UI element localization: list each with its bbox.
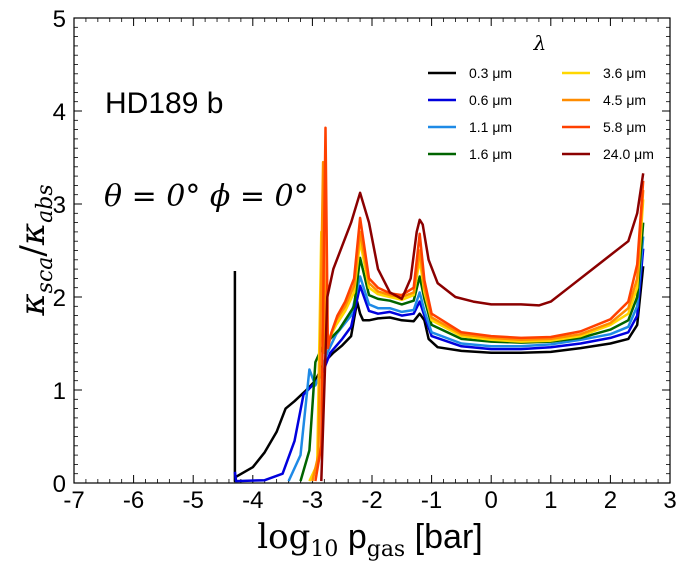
y-tick-label: 3 bbox=[53, 192, 66, 219]
y-tick-label: 1 bbox=[53, 378, 66, 405]
series-line-1 bbox=[233, 266, 645, 483]
plot-frame bbox=[73, 17, 671, 484]
legend-label: 24.0 μm bbox=[603, 146, 654, 162]
legend-label: 4.5 μm bbox=[603, 92, 646, 108]
x-tick-label: 0 bbox=[485, 487, 498, 514]
x-tick-label: -7 bbox=[63, 487, 84, 514]
series-lines bbox=[233, 126, 645, 483]
y-axis-title-kappa2: κ bbox=[13, 223, 53, 246]
x-tick-label: -6 bbox=[123, 487, 144, 514]
series-line-8 bbox=[320, 173, 645, 482]
legend-label: 5.8 μm bbox=[603, 119, 646, 135]
y-axis-title-kappa1: κ bbox=[13, 293, 53, 316]
y-axis-title-sca: sca bbox=[33, 257, 58, 294]
x-axis-title: log10 pgas [bar] bbox=[257, 517, 482, 562]
x-tick-label: -5 bbox=[183, 487, 204, 514]
legend-label: 1.1 μm bbox=[469, 119, 512, 135]
y-tick-label: 4 bbox=[53, 99, 66, 126]
series-line-7 bbox=[314, 126, 645, 482]
x-tick-label: 2 bbox=[604, 487, 617, 514]
x-axis-title-sub: 10 bbox=[310, 537, 338, 562]
angle-annotation: θ = 0° ϕ = 0° bbox=[104, 179, 309, 214]
x-axis-title-unit: [bar] bbox=[405, 518, 482, 556]
minor-ticks bbox=[74, 18, 670, 483]
x-tick-label: -3 bbox=[302, 487, 323, 514]
legend-label: 3.6 μm bbox=[603, 65, 646, 81]
legend-label: 0.6 μm bbox=[469, 92, 512, 108]
legend-label: 1.6 μm bbox=[469, 146, 512, 162]
y-tick-label: 5 bbox=[53, 6, 66, 33]
y-axis-title-abs: abs bbox=[33, 184, 58, 223]
x-axis-title-log: log bbox=[257, 517, 310, 557]
y-axis-title-slash: / bbox=[13, 245, 53, 257]
x-axis-title-p: p bbox=[338, 518, 366, 556]
y-tick-label: 2 bbox=[53, 285, 66, 312]
y-tick-label: 0 bbox=[53, 471, 66, 498]
x-tick-label: -1 bbox=[421, 487, 442, 514]
y-tick-labels: 0 1 2 3 4 5 bbox=[53, 6, 66, 498]
x-tick-label: 3 bbox=[663, 487, 676, 514]
planet-annotation: HD189 b bbox=[105, 87, 223, 120]
y-axis-title: κsca/κabs bbox=[13, 184, 58, 316]
plot-area bbox=[74, 18, 670, 483]
legend-label: 0.3 μm bbox=[469, 65, 512, 81]
x-tick-label: 1 bbox=[544, 487, 557, 514]
x-axis-title-gas: gas bbox=[367, 537, 406, 562]
x-tick-label: -4 bbox=[242, 487, 263, 514]
legend-title: λ bbox=[533, 31, 547, 55]
x-tick-label: -2 bbox=[361, 487, 382, 514]
legend: λ 0.3 μm 0.6 μm 1.1 μm 1.6 μm 3.6 μm 4.5 μm 5.… bbox=[428, 31, 654, 162]
x-tick-labels: -7 -6 -5 -4 -3 -2 -1 0 1 2 3 bbox=[63, 487, 676, 514]
series-line-2 bbox=[233, 248, 645, 483]
